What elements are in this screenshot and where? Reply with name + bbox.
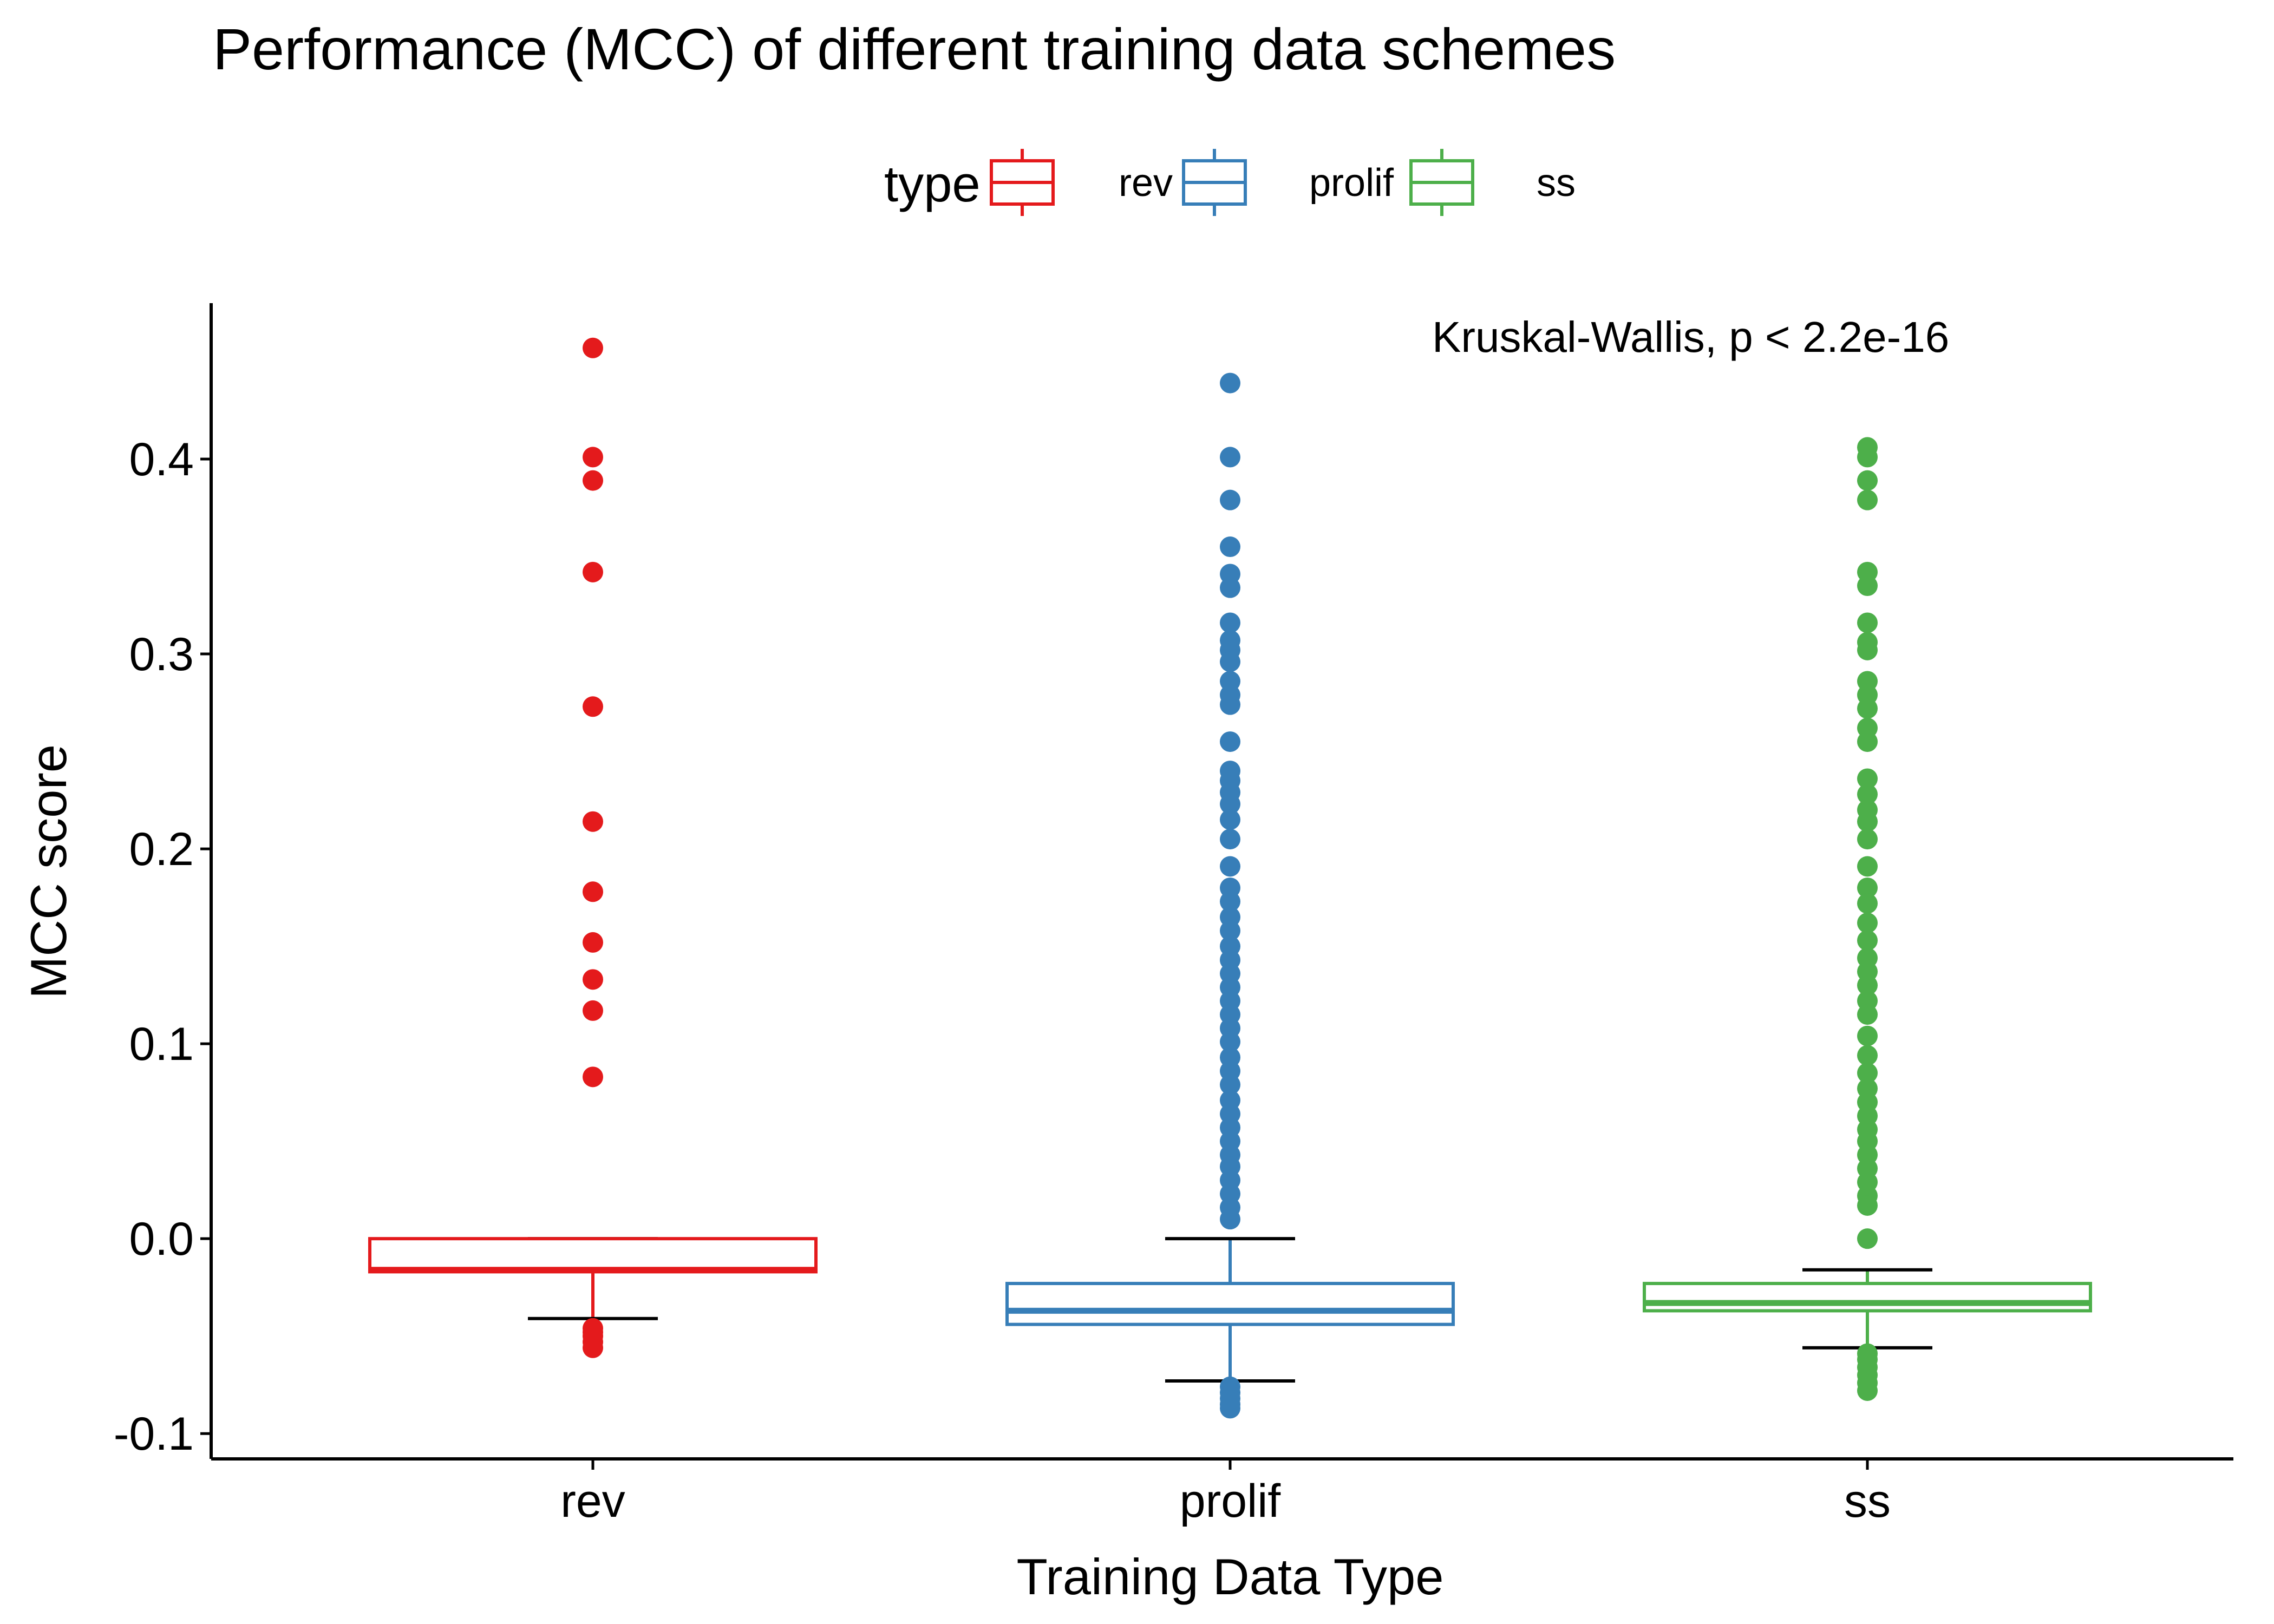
outlier-point xyxy=(1857,768,1878,789)
outlier-point xyxy=(583,811,603,832)
outlier-point xyxy=(1857,1195,1878,1216)
outlier-point xyxy=(583,932,603,953)
box-rect xyxy=(1005,1281,1455,1326)
x-tick-label: rev xyxy=(560,1475,625,1527)
outlier-point xyxy=(1220,1074,1240,1095)
outlier-point xyxy=(1220,731,1240,752)
outlier-point xyxy=(1220,1398,1240,1419)
outlier-point xyxy=(1857,489,1878,510)
x-tick-label: prolif xyxy=(1180,1475,1282,1527)
outlier-point xyxy=(1857,1063,1878,1084)
outlier-point xyxy=(1220,1031,1240,1052)
kruskal-wallis-annotation: Kruskal-Wallis, p < 2.2e-16 xyxy=(1432,313,1949,361)
outlier-point xyxy=(1857,612,1878,633)
y-tick-label: -0.1 xyxy=(114,1408,194,1460)
y-axis-title: MCC score xyxy=(20,744,77,999)
outlier-point xyxy=(583,696,603,717)
box-group-prolif xyxy=(1005,372,1455,1419)
outlier-point xyxy=(1857,930,1878,951)
outlier-point xyxy=(583,1000,603,1021)
outlier-point xyxy=(1857,1025,1878,1046)
y-tick-label: 0.2 xyxy=(129,823,194,875)
outlier-point xyxy=(1857,1004,1878,1025)
box-rect xyxy=(1643,1281,2092,1313)
outlier-point xyxy=(1220,856,1240,877)
outlier-point xyxy=(583,561,603,582)
outlier-point xyxy=(1220,829,1240,850)
legend-label-rev: rev xyxy=(1119,161,1173,205)
outlier-point xyxy=(1220,536,1240,558)
outlier-point xyxy=(1220,809,1240,830)
outlier-point xyxy=(1857,975,1878,996)
box-group-rev xyxy=(368,337,818,1358)
outlier-point xyxy=(1857,829,1878,850)
outlier-point xyxy=(1857,698,1878,719)
outlier-point xyxy=(583,969,603,990)
outlier-point xyxy=(1857,470,1878,491)
outlier-point xyxy=(1220,612,1240,633)
outlier-point xyxy=(583,470,603,491)
outlier-point xyxy=(1857,575,1878,597)
outlier-point xyxy=(1220,577,1240,598)
x-axis-title: Training Data Type xyxy=(1017,1548,1444,1605)
outlier-point xyxy=(1857,912,1878,933)
legend-title: type xyxy=(884,155,981,212)
outlier-point xyxy=(1857,639,1878,660)
outlier-point xyxy=(1220,489,1240,510)
outlier-point xyxy=(1220,794,1240,815)
outlier-point xyxy=(1220,372,1240,394)
y-tick-label: 0.0 xyxy=(129,1213,194,1265)
legend-label-prolif: prolif xyxy=(1309,161,1394,205)
outlier-point xyxy=(1220,694,1240,715)
outlier-point xyxy=(583,447,603,468)
x-tick-label: ss xyxy=(1844,1475,1891,1527)
outlier-point xyxy=(1857,447,1878,468)
outlier-point xyxy=(1857,1380,1878,1401)
outlier-point xyxy=(583,337,603,358)
outlier-point xyxy=(1857,893,1878,914)
chart-title: Performance (MCC) of different training … xyxy=(213,16,1616,82)
box-group-ss xyxy=(1643,437,2092,1401)
legend-label-ss: ss xyxy=(1537,161,1576,205)
outlier-point xyxy=(583,1337,603,1358)
outlier-point xyxy=(1857,856,1878,877)
outlier-point xyxy=(1220,1209,1240,1230)
outlier-point xyxy=(1857,731,1878,752)
outlier-point xyxy=(1857,784,1878,805)
y-tick-label: 0.4 xyxy=(129,434,194,486)
y-tick-label: 0.1 xyxy=(129,1018,194,1070)
outlier-point xyxy=(583,881,603,902)
outlier-point xyxy=(1220,920,1240,941)
y-tick-label: 0.3 xyxy=(129,628,194,680)
outlier-point xyxy=(1857,878,1878,899)
outlier-point xyxy=(583,1066,603,1088)
outlier-point xyxy=(1220,651,1240,672)
outlier-point xyxy=(1220,447,1240,468)
outlier-point xyxy=(1857,1045,1878,1066)
outlier-point xyxy=(1857,811,1878,832)
box-rect xyxy=(368,1237,818,1274)
legend: type rev prolif ss xyxy=(884,149,1576,216)
outlier-point xyxy=(1220,891,1240,912)
outlier-point xyxy=(1857,1228,1878,1249)
